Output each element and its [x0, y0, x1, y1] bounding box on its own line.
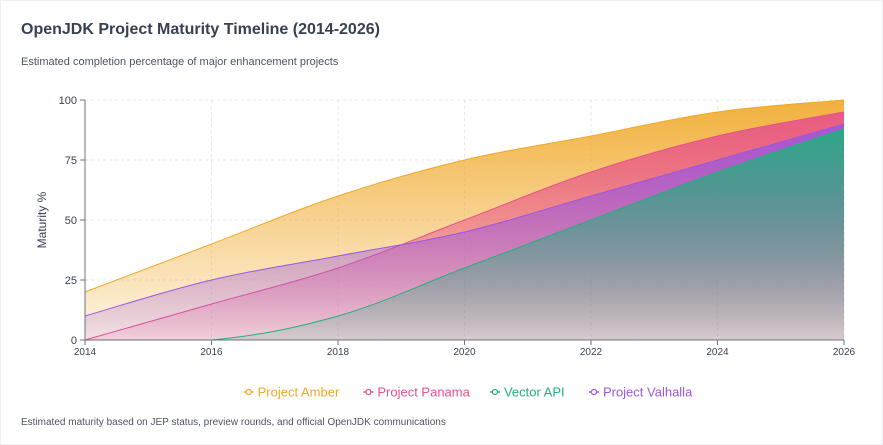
- x-tick-label-2014: 2014: [74, 347, 97, 358]
- x-tick-label-2020: 2020: [453, 347, 476, 358]
- x-tick-label-2022: 2022: [580, 347, 603, 358]
- y-axis-title: Maturity %: [35, 191, 49, 248]
- legend-marker-project-panama: [365, 388, 372, 396]
- axis-layer: 0 25 50 75 100 2014 2016 2018 2020 2022 2024 2026 Ma…: [35, 95, 856, 358]
- x-tick-label-2018: 2018: [327, 347, 350, 358]
- y-tick-label-25: 25: [65, 275, 77, 287]
- legend-item-project-panama[interactable]: Project Panama: [363, 385, 471, 400]
- chart-subtitle: Estimated completion percentage of major…: [21, 56, 339, 68]
- x-tick-label-2024: 2024: [706, 347, 729, 358]
- y-tick-label-0: 0: [71, 335, 77, 347]
- legend-item-vector-api[interactable]: Vector API: [489, 385, 565, 400]
- legend-item-project-amber[interactable]: Project Amber: [243, 385, 340, 400]
- legend-item-project-valhalla[interactable]: Project Valhalla: [588, 385, 693, 400]
- footnote: Estimated maturity based on JEP status, …: [21, 417, 446, 428]
- legend-label-project-amber: Project Amber: [258, 385, 340, 400]
- legend-marker-project-valhalla: [590, 388, 598, 396]
- legend: Project Amber Project Panama Vector API Pro…: [243, 385, 693, 400]
- y-tick-label-75: 75: [65, 155, 77, 167]
- legend-marker-project-amber: [245, 388, 252, 396]
- legend-marker-vector-api: [491, 388, 499, 396]
- area-vector-api: [85, 128, 844, 340]
- legend-label-project-panama: Project Panama: [377, 385, 470, 400]
- chart-title: OpenJDK Project Maturity Timeline (2014-…: [21, 21, 380, 38]
- y-tick-label-100: 100: [59, 95, 77, 107]
- legend-label-vector-api: Vector API: [504, 385, 565, 400]
- legend-label-project-valhalla: Project Valhalla: [603, 385, 693, 400]
- area-layer: [84, 99, 845, 341]
- x-tick-label-2016: 2016: [200, 347, 223, 358]
- x-tick-label-2026: 2026: [833, 347, 856, 358]
- y-tick-label-50: 50: [65, 215, 77, 227]
